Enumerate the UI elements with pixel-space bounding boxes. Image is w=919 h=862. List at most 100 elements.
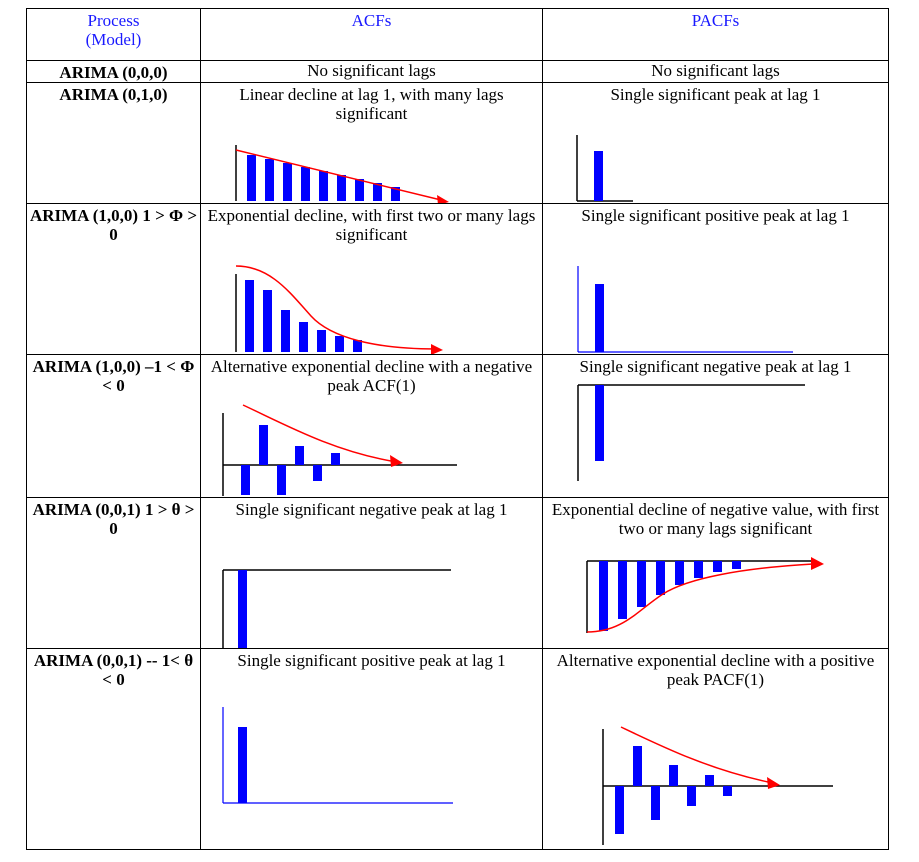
decline-curve: [586, 563, 814, 633]
bar-lag-4: [301, 167, 310, 201]
acf-description: Alternative exponential decline with a n…: [210, 357, 533, 395]
bar-lag-1: [615, 786, 624, 834]
bar-lag-7: [723, 786, 732, 796]
acf-cell: Single significant negative peak at lag …: [200, 497, 543, 649]
pacf-plot-single-peak: [576, 135, 633, 202]
curve-arrowhead: [811, 557, 824, 570]
bar-lag-4: [299, 322, 308, 352]
header-process: Process (Model): [26, 8, 201, 61]
curve-arrowhead: [767, 777, 780, 789]
decline-trend-line: [235, 149, 442, 201]
pacf-description: Single significant negative peak at lag …: [579, 357, 852, 376]
bar-lag-9: [391, 187, 400, 201]
bar-lag-8: [732, 561, 741, 569]
acf-plot-exponential-decline: [235, 265, 443, 354]
bar-lag-1: [241, 465, 250, 495]
header-acf: ACFs: [200, 8, 543, 61]
curve-arrowhead: [431, 344, 443, 354]
table-row: ARIMA (0,0,0) No significant lags No sig…: [26, 60, 889, 83]
pacf-cell: Exponential decline of negative value, w…: [542, 497, 889, 649]
pacf-cell: Single significant peak at lag 1: [542, 82, 889, 204]
decline-curve: [620, 726, 769, 783]
acf-plot-negative-peak: [222, 569, 451, 648]
bar-lag-2: [633, 746, 642, 786]
bar-lag-2: [259, 425, 268, 465]
acf-description: Exponential decline, with first two or m…: [207, 206, 536, 244]
pacf-bars: [615, 746, 732, 834]
decline-curve: [235, 265, 437, 350]
bar-lag-5: [687, 786, 696, 806]
bar-lag-3: [651, 786, 660, 820]
pacf-cell: No significant lags: [542, 60, 889, 83]
bar-lag-2: [618, 561, 627, 619]
bar-lag-2: [263, 290, 272, 352]
header-row: Process (Model) ACFs PACFs: [26, 8, 889, 61]
process-cell: ARIMA (1,0,0) –1 < Φ < 0: [26, 354, 201, 498]
pacf-bar-lag1: [594, 151, 603, 201]
bar-lag-5: [319, 171, 328, 201]
pacf-plot-negative-peak: [577, 384, 805, 481]
acf-cell: Exponential decline, with first two or m…: [200, 203, 543, 355]
bar-lag-4: [295, 446, 304, 465]
header-pacf: PACFs: [542, 8, 889, 61]
curve-arrowhead: [390, 455, 403, 467]
bar-lag-2: [265, 159, 274, 201]
acf-plot-positive-peak: [222, 707, 453, 804]
acf-description: Linear decline at lag 1, with many lags …: [239, 85, 504, 123]
bar-lag-7: [713, 561, 722, 572]
bar-lag-4: [656, 561, 665, 595]
bar-lag-1: [247, 155, 256, 201]
pacf-description: Single significant peak at lag 1: [610, 85, 821, 104]
process-cell: ARIMA (0,1,0): [26, 82, 201, 204]
pacf-description: Alternative exponential decline with a p…: [556, 651, 875, 689]
arima-acf-pacf-table: Process (Model) ACFs PACFs ARIMA (0,0,0)…: [26, 8, 889, 850]
bar-lag-7: [355, 179, 364, 201]
trend-arrowhead: [437, 195, 449, 203]
bar-lag-6: [694, 561, 703, 578]
bar-lag-3: [283, 163, 292, 201]
pacf-plot-alternating-decline: [602, 726, 833, 845]
process-cell: ARIMA (0,0,1) -- 1< θ < 0: [26, 648, 201, 850]
pacf-cell: Alternative exponential decline with a p…: [542, 648, 889, 850]
table-row: ARIMA (0,0,1) 1 > θ > 0 Single significa…: [26, 497, 889, 649]
arima-table-container: Process (Model) ACFs PACFs ARIMA (0,0,0)…: [26, 8, 889, 850]
acf-description: Single significant negative peak at lag …: [235, 500, 508, 519]
acf-plot-alternating-decline: [222, 404, 457, 496]
acf-cell: No significant lags: [200, 60, 543, 83]
pacf-description: Single significant positive peak at lag …: [581, 206, 850, 225]
acf-bars: [247, 155, 400, 201]
header-process-sub: (Model): [85, 30, 142, 49]
table-row: ARIMA (1,0,0) 1 > Φ > 0 Exponential decl…: [26, 203, 889, 355]
process-cell: ARIMA (0,0,1) 1 > θ > 0: [26, 497, 201, 649]
pacf-cell: Single significant negative peak at lag …: [542, 354, 889, 498]
bar-lag-5: [675, 561, 684, 585]
pacf-plot-positive-peak: [577, 266, 793, 353]
header-process-label: Process: [87, 11, 140, 30]
table-row: ARIMA (0,1,0) Linear decline at lag 1, w…: [26, 82, 889, 204]
bar-lag-6: [705, 775, 714, 786]
acf-cell: Alternative exponential decline with a n…: [200, 354, 543, 498]
acf-bars: [245, 280, 362, 352]
pacf-plot-negative-exponential: [586, 557, 824, 633]
table-row: ARIMA (1,0,0) –1 < Φ < 0 Alternative exp…: [26, 354, 889, 498]
bar-lag-5: [317, 330, 326, 352]
bar-lag-6: [331, 453, 340, 465]
acf-plot-linear-decline: [235, 145, 449, 203]
bar-lag-6: [337, 175, 346, 201]
process-cell: ARIMA (0,0,0): [26, 60, 201, 83]
pacf-bar-lag1: [595, 284, 604, 352]
acf-description: Single significant positive peak at lag …: [237, 651, 506, 670]
acf-bars: [241, 425, 340, 495]
bar-lag-7: [353, 340, 362, 352]
pacf-bars: [599, 561, 741, 631]
pacf-bar-lag1: [595, 385, 604, 461]
bar-lag-4: [669, 765, 678, 786]
bar-lag-8: [373, 183, 382, 201]
bar-lag-3: [277, 465, 286, 495]
acf-bar-lag1: [238, 727, 247, 803]
decline-curve: [242, 404, 392, 462]
pacf-description: Exponential decline of negative value, w…: [551, 500, 880, 538]
bar-lag-3: [281, 310, 290, 352]
pacf-cell: Single significant positive peak at lag …: [542, 203, 889, 355]
acf-bar-lag1: [238, 570, 247, 648]
